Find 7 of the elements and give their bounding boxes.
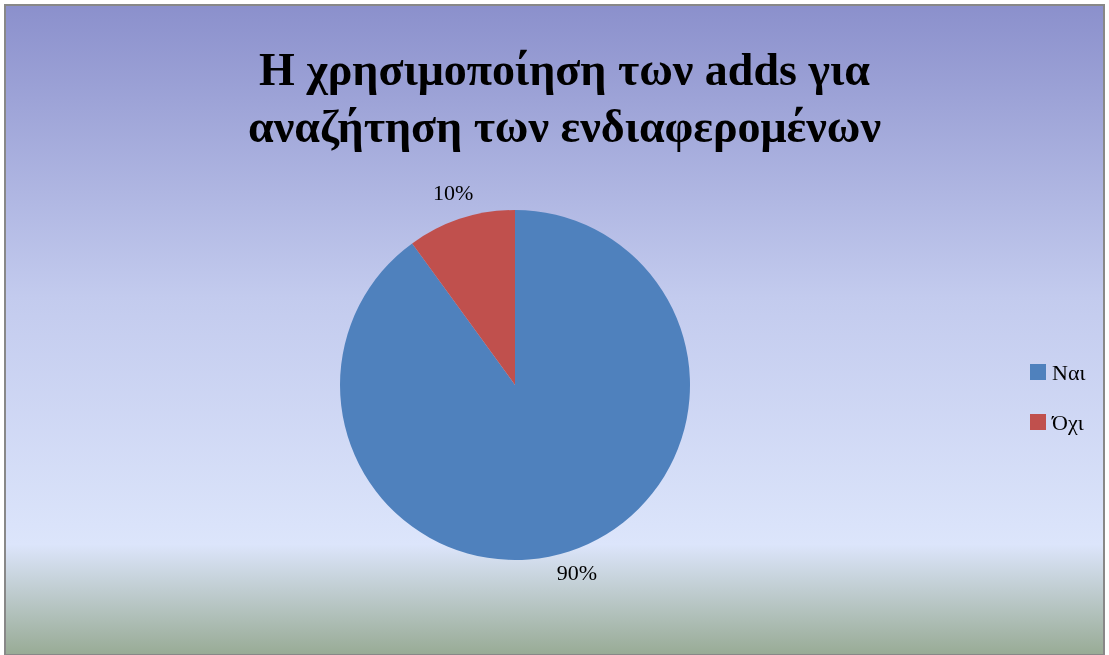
- data-label: 90%: [556, 560, 597, 586]
- pie-slice: [412, 210, 515, 385]
- data-label: 10%: [433, 179, 474, 205]
- pie-slice: [340, 210, 690, 560]
- legend-label: Όχι: [1051, 409, 1084, 435]
- chart-title: Η χρησιμοποίηση των adds για αναζήτηση των ενδιαφερομένων: [248, 44, 881, 152]
- legend-label: Ναι: [1052, 359, 1086, 385]
